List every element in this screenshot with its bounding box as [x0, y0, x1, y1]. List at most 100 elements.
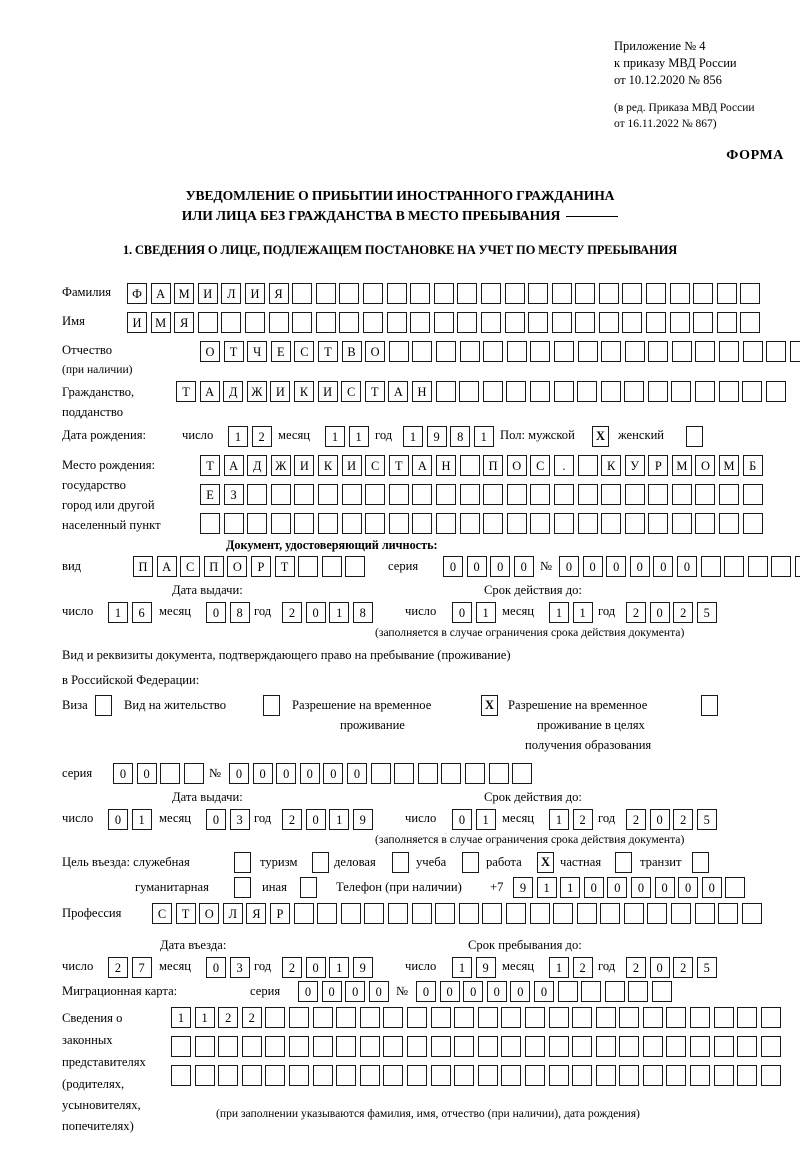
char-cell[interactable]: 0 — [452, 602, 472, 623]
char-cell[interactable] — [551, 283, 572, 304]
char-cell[interactable] — [624, 513, 645, 534]
char-cell[interactable] — [713, 1007, 734, 1028]
char-cell[interactable]: П — [203, 556, 224, 577]
char-cell[interactable] — [200, 513, 220, 534]
char-cell[interactable]: 1 — [452, 957, 472, 978]
char-cell[interactable]: 0 — [229, 763, 249, 784]
char-cell[interactable]: А — [150, 283, 171, 304]
char-cell[interactable]: У — [624, 455, 645, 476]
char-cell[interactable] — [321, 556, 342, 577]
char-cell[interactable] — [501, 1065, 522, 1086]
char-cell[interactable]: 0 — [649, 957, 670, 978]
char-cell[interactable]: 2 — [218, 1007, 239, 1028]
char-cell[interactable] — [524, 1007, 545, 1028]
char-cell[interactable]: 2 — [572, 809, 593, 830]
char-cell[interactable]: 0 — [305, 809, 326, 830]
char-cell[interactable]: 1 — [108, 602, 128, 623]
purpose-other-checkbox[interactable] — [300, 877, 317, 898]
char-cell[interactable]: 0 — [113, 763, 133, 784]
purpose-official-checkbox[interactable] — [234, 852, 251, 873]
char-cell[interactable] — [741, 903, 762, 924]
char-cell[interactable]: Я — [268, 283, 289, 304]
char-cell[interactable] — [581, 981, 602, 1002]
char-cell[interactable] — [197, 312, 218, 333]
char-cell[interactable]: А — [223, 455, 244, 476]
char-cell[interactable]: Б — [742, 455, 763, 476]
char-cell[interactable] — [623, 903, 644, 924]
char-cell[interactable] — [383, 1007, 404, 1028]
char-cell[interactable]: Р — [648, 455, 669, 476]
char-cell[interactable]: 1 — [131, 809, 152, 830]
char-cell[interactable] — [336, 1036, 357, 1057]
char-cell[interactable] — [693, 283, 714, 304]
char-cell[interactable] — [737, 1065, 758, 1086]
char-cell[interactable]: Н — [435, 455, 456, 476]
char-cell[interactable] — [601, 484, 622, 505]
char-cell[interactable]: 1 — [475, 602, 496, 623]
char-cell[interactable] — [553, 341, 574, 362]
char-cell[interactable]: 1 — [549, 602, 569, 623]
purpose-work-checkbox[interactable]: X — [537, 852, 554, 873]
char-cell[interactable] — [622, 283, 643, 304]
char-cell[interactable] — [577, 455, 598, 476]
char-cell[interactable] — [553, 513, 574, 534]
char-cell[interactable] — [341, 484, 362, 505]
char-cell[interactable]: Т — [364, 381, 385, 402]
char-cell[interactable]: Д — [247, 455, 268, 476]
char-cell[interactable] — [383, 1036, 404, 1057]
char-cell[interactable]: 0 — [321, 981, 342, 1002]
char-cell[interactable] — [794, 556, 800, 577]
char-cell[interactable]: С — [152, 903, 172, 924]
char-cell[interactable] — [671, 341, 692, 362]
char-cell[interactable] — [194, 1065, 215, 1086]
char-cell[interactable] — [700, 556, 721, 577]
char-cell[interactable]: 0 — [678, 877, 699, 898]
char-cell[interactable]: 0 — [649, 809, 670, 830]
char-cell[interactable]: С — [180, 556, 201, 577]
char-cell[interactable]: 8 — [352, 602, 373, 623]
char-cell[interactable]: 0 — [305, 957, 326, 978]
char-cell[interactable]: 0 — [490, 556, 511, 577]
char-cell[interactable] — [766, 341, 787, 362]
char-cell[interactable] — [315, 312, 336, 333]
char-cell[interactable] — [221, 312, 242, 333]
char-cell[interactable] — [433, 283, 454, 304]
char-cell[interactable] — [410, 312, 431, 333]
char-cell[interactable] — [695, 341, 716, 362]
char-cell[interactable]: Т — [317, 341, 338, 362]
char-cell[interactable] — [288, 1007, 309, 1028]
char-cell[interactable] — [292, 283, 313, 304]
char-cell[interactable] — [317, 484, 338, 505]
char-cell[interactable] — [575, 283, 596, 304]
char-cell[interactable] — [483, 513, 504, 534]
char-cell[interactable] — [412, 513, 433, 534]
char-cell[interactable] — [270, 484, 291, 505]
char-cell[interactable] — [577, 341, 598, 362]
char-cell[interactable] — [359, 1036, 380, 1057]
char-cell[interactable] — [312, 1036, 333, 1057]
char-cell[interactable] — [671, 484, 692, 505]
char-cell[interactable]: 1 — [536, 877, 557, 898]
char-cell[interactable]: К — [317, 455, 338, 476]
char-cell[interactable] — [501, 1007, 522, 1028]
sex-male-checkbox[interactable]: X — [592, 426, 609, 447]
char-cell[interactable] — [572, 1065, 593, 1086]
char-cell[interactable] — [557, 981, 578, 1002]
char-cell[interactable] — [742, 484, 763, 505]
char-cell[interactable]: 2 — [673, 809, 694, 830]
char-cell[interactable] — [740, 312, 761, 333]
char-cell[interactable]: 0 — [276, 763, 297, 784]
